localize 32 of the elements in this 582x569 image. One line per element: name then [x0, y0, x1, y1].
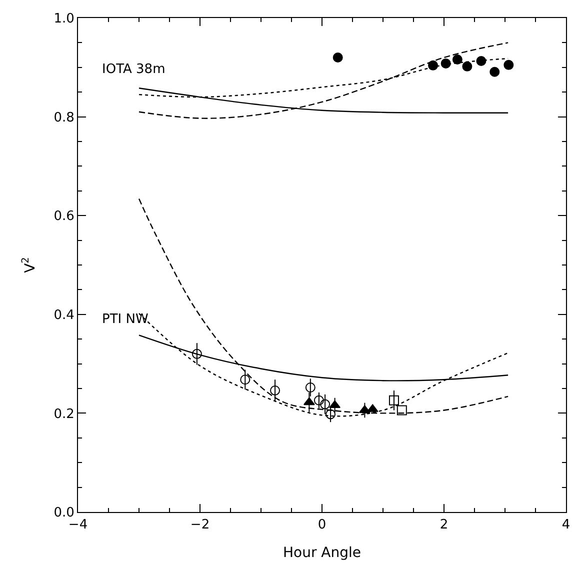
- x-axis-title: Hour Angle: [282, 544, 362, 561]
- point: [303, 397, 315, 406]
- point: [428, 60, 438, 70]
- y-tick-label: 1.0: [54, 12, 74, 27]
- point: [452, 54, 462, 64]
- point: [329, 400, 341, 408]
- point: [504, 60, 514, 70]
- point: [440, 58, 451, 68]
- y-tick-label: 0.2: [54, 406, 74, 422]
- point: [462, 61, 472, 72]
- point: [314, 395, 324, 406]
- annotation: IOTA 38m: [102, 62, 166, 77]
- point: [490, 66, 500, 77]
- point: [240, 374, 250, 385]
- annotation: PTI NW: [102, 312, 148, 327]
- point: [270, 385, 280, 396]
- point: [388, 395, 399, 406]
- line-series: [138, 42, 509, 119]
- point: [476, 56, 486, 66]
- point: [332, 52, 343, 63]
- point: [192, 348, 202, 359]
- point: [305, 382, 316, 393]
- y-tick-label: 0.6: [54, 209, 74, 224]
- x-tick-label: 2: [440, 518, 448, 533]
- point: [326, 409, 336, 420]
- x-tick-label: 4: [562, 518, 570, 533]
- x-tick-label: 0: [318, 518, 326, 533]
- point: [396, 405, 407, 416]
- y-tick-label: 0.8: [54, 110, 74, 126]
- x-tick-label: −2: [190, 518, 210, 533]
- y-tick-label: 0.4: [54, 308, 74, 323]
- point: [320, 399, 330, 410]
